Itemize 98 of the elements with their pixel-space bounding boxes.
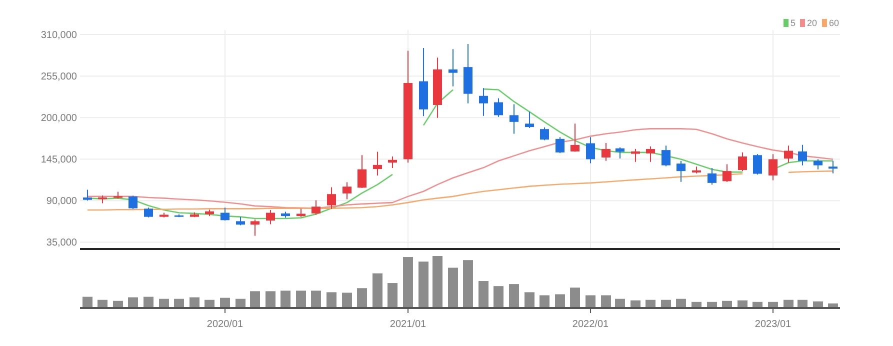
bar <box>509 284 519 307</box>
bar <box>661 300 671 307</box>
bar <box>403 257 413 307</box>
bar <box>372 273 382 307</box>
bar <box>98 300 108 307</box>
candlestick <box>494 98 503 118</box>
bar <box>494 286 504 307</box>
candlestick <box>479 88 488 116</box>
bar <box>813 301 823 307</box>
bar <box>676 298 686 307</box>
y-tick-label: 35,000 <box>46 238 78 249</box>
candlestick <box>358 154 366 188</box>
bar <box>388 283 398 307</box>
y-tick-label: 200,000 <box>40 113 78 124</box>
y-tick-label: 90,000 <box>46 196 78 208</box>
candlestick <box>220 207 230 222</box>
y-tick-label: 310,000 <box>40 30 78 42</box>
bar <box>296 290 306 307</box>
bar <box>646 300 656 307</box>
bar <box>630 300 640 307</box>
bar <box>204 300 214 307</box>
bar <box>113 300 123 307</box>
bar <box>220 298 230 307</box>
bar <box>236 298 246 307</box>
candlestick <box>708 167 716 186</box>
candlestick <box>646 146 655 162</box>
bar <box>463 260 473 307</box>
bar <box>722 300 732 307</box>
candlestick <box>266 210 275 225</box>
candlestick <box>814 158 822 170</box>
bar <box>478 280 488 307</box>
x-tick-label: 2021/01 <box>390 319 427 330</box>
bar <box>418 262 428 307</box>
candlestick <box>798 144 807 166</box>
candlestick <box>144 207 153 218</box>
candlestick <box>312 200 320 216</box>
bar <box>280 290 290 307</box>
bar <box>707 302 717 307</box>
x-tick-label: 2023/01 <box>754 319 792 330</box>
bar <box>555 294 565 307</box>
candlestick <box>448 48 458 87</box>
bar <box>432 256 442 307</box>
x-tick-label: 2022/01 <box>572 319 610 330</box>
candlestick <box>525 111 534 129</box>
bar <box>311 290 321 307</box>
bar <box>128 297 138 307</box>
bar <box>174 298 184 307</box>
bar <box>586 295 596 307</box>
bar <box>144 296 154 307</box>
bar <box>250 291 260 307</box>
legend-label: 5 <box>790 18 796 28</box>
candlestick <box>784 145 793 164</box>
bar <box>768 302 778 307</box>
candlestick <box>662 145 670 167</box>
candlestick <box>83 189 92 202</box>
bar <box>601 295 611 307</box>
bar <box>357 288 367 307</box>
x-tick-label: 2020/01 <box>206 319 244 330</box>
candlestick <box>722 164 732 182</box>
bar <box>540 295 550 307</box>
legend-label: 20 <box>807 18 818 28</box>
candlestick <box>510 104 518 134</box>
bar <box>159 298 169 307</box>
candlestick <box>738 152 747 172</box>
bar <box>752 302 762 307</box>
candlestick <box>768 154 778 181</box>
bar <box>82 296 92 307</box>
y-tick-label: 145,000 <box>40 154 78 166</box>
candlestick <box>327 186 336 210</box>
candlestick <box>586 136 595 164</box>
bar <box>738 300 748 307</box>
candlestick <box>128 195 138 210</box>
legend-label: 60 <box>829 18 840 28</box>
candlestick <box>250 218 260 236</box>
bar <box>448 268 458 307</box>
bar <box>326 292 336 307</box>
bar <box>190 297 200 307</box>
y-tick-label: 255,000 <box>40 72 78 83</box>
candlestick <box>556 136 564 154</box>
bar <box>798 300 808 307</box>
bar <box>828 303 838 307</box>
candlestick <box>388 156 397 168</box>
bar <box>342 292 352 307</box>
candlestick <box>342 182 352 200</box>
candlestick <box>540 126 549 141</box>
bar <box>692 302 702 307</box>
candlestick <box>602 142 610 162</box>
bar <box>266 291 276 307</box>
candlestick <box>753 154 762 175</box>
bar <box>784 300 794 307</box>
bar <box>524 292 534 307</box>
bar <box>570 288 580 307</box>
bar <box>615 298 625 307</box>
candlestick <box>828 160 838 174</box>
candlestick <box>373 151 382 176</box>
candlestick <box>676 160 686 182</box>
candlestick <box>631 148 640 162</box>
candlestick <box>570 123 580 152</box>
